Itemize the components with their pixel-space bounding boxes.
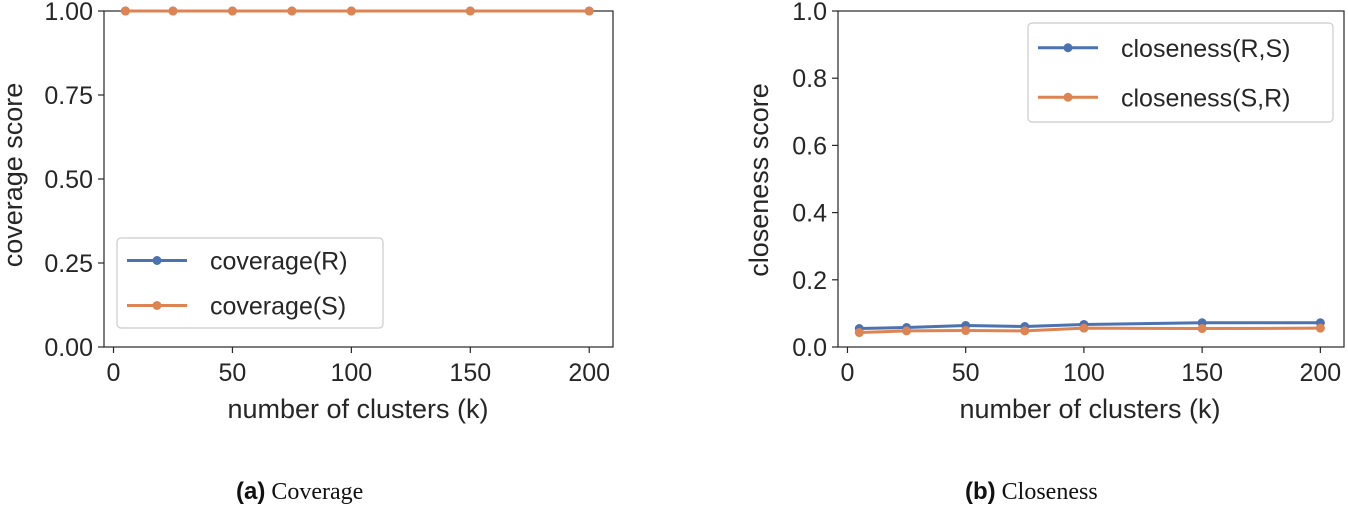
x-tick-label: 50 <box>952 359 980 387</box>
y-tick-label: 1.00 <box>44 0 93 26</box>
x-tick-label: 0 <box>841 359 855 387</box>
caption-tag: (b) <box>965 478 996 505</box>
x-tick-label: 50 <box>219 359 247 387</box>
legend-label: closeness(S,R) <box>1121 84 1291 112</box>
data-point <box>346 6 356 16</box>
x-tick-label: 100 <box>1063 359 1105 387</box>
y-tick-label: 0.2 <box>792 267 827 295</box>
x-tick-label: 150 <box>449 359 491 387</box>
legend-marker <box>152 256 162 265</box>
data-point <box>961 326 971 336</box>
coverage-chart: 0 50 100 150 200 0.00 0.25 0.50 0.75 1.00 number o… <box>0 0 614 424</box>
legend-label: closeness(R,S) <box>1121 35 1291 63</box>
x-tick-label: 100 <box>331 359 373 387</box>
legend-label: coverage(R) <box>210 248 348 276</box>
closeness-chart: 0 50 100 150 200 0.0 0.2 0.4 0.6 0.8 1.0 number of … <box>744 0 1345 424</box>
legend-marker <box>152 301 162 310</box>
y-tick-label: 0.25 <box>44 250 93 278</box>
y-tick-label: 0.8 <box>792 65 827 93</box>
legend-marker <box>1063 43 1073 53</box>
y-tick-label: 0.4 <box>792 200 827 228</box>
legend-marker <box>1063 92 1073 102</box>
data-point <box>854 328 864 338</box>
y-tick-label: 0.50 <box>44 166 93 194</box>
y-axis-label: closeness score <box>744 83 774 277</box>
caption-closeness: (b) Closeness <box>965 478 1098 510</box>
data-point <box>287 6 297 16</box>
data-point <box>168 6 178 16</box>
data-point <box>1315 323 1325 333</box>
x-tick-label: 150 <box>1181 359 1223 387</box>
caption-coverage: (a) Coverage <box>236 478 363 510</box>
data-point <box>1079 323 1089 333</box>
y-tick-label: 1.0 <box>792 0 827 26</box>
data-point <box>1197 324 1207 334</box>
data-point <box>902 326 912 336</box>
data-point <box>227 6 237 16</box>
series-line-1 <box>859 326 1321 335</box>
y-tick-label: 0.75 <box>44 82 93 110</box>
plot-frame <box>837 10 1345 348</box>
y-axis-label: coverage score <box>0 83 28 268</box>
x-tick-label: 0 <box>107 359 121 387</box>
y-tick-label: 0.6 <box>792 132 827 160</box>
x-axis-label: number of clusters (k) <box>227 394 488 424</box>
caption-tag: (a) <box>236 478 266 505</box>
caption-text: Coverage <box>271 479 364 505</box>
x-tick-label: 200 <box>568 359 610 387</box>
data-point <box>584 6 594 16</box>
x-axis-label: number of clusters (k) <box>959 394 1220 424</box>
data-point <box>465 6 475 16</box>
legend-box <box>1027 22 1334 123</box>
y-tick-label: 0.0 <box>792 334 827 362</box>
x-tick-label: 200 <box>1299 359 1341 387</box>
y-tick-label: 0.00 <box>44 334 93 362</box>
caption-text: Closeness <box>1001 479 1098 505</box>
data-point <box>120 6 130 16</box>
legend-label: coverage(S) <box>210 293 346 321</box>
data-point <box>1020 326 1030 336</box>
